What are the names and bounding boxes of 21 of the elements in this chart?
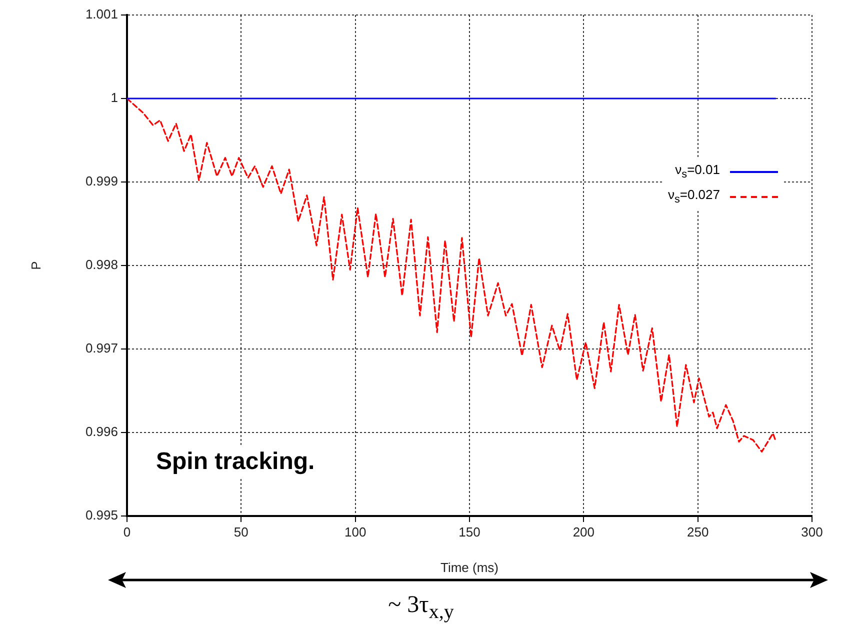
x-tick-label: 0 bbox=[123, 524, 131, 540]
y-tick-label: 0.999 bbox=[85, 174, 118, 189]
x-tick-label: 150 bbox=[458, 524, 480, 540]
y-tick-label: 0.997 bbox=[85, 340, 118, 356]
y-tick-label: 1 bbox=[110, 90, 118, 106]
x-tick-label: 200 bbox=[572, 524, 595, 540]
x-tick-label: 300 bbox=[801, 524, 823, 540]
y-tick-label: 0.998 bbox=[85, 257, 118, 272]
line-series bbox=[127, 98, 777, 453]
x-tick-label: 50 bbox=[234, 524, 248, 540]
y-tick-label: 0.996 bbox=[85, 424, 118, 440]
x-tick-label: 100 bbox=[344, 524, 366, 540]
y-axis-title: P bbox=[28, 261, 44, 270]
x-axis-title: Time (ms) bbox=[440, 560, 499, 575]
annotation: Spin tracking. bbox=[150, 446, 321, 478]
y-tick-label: 0.995 bbox=[85, 508, 118, 523]
legend-label: ν$_{s}$=0.01 bbox=[675, 161, 720, 183]
text: ~ 3τ$_{x,y}$ bbox=[387, 592, 455, 624]
x-tick-label: 250 bbox=[686, 524, 709, 540]
y-tick-label: 1.001 bbox=[85, 6, 118, 22]
legend-label: ν$_{s}$=0.027 bbox=[668, 186, 720, 208]
